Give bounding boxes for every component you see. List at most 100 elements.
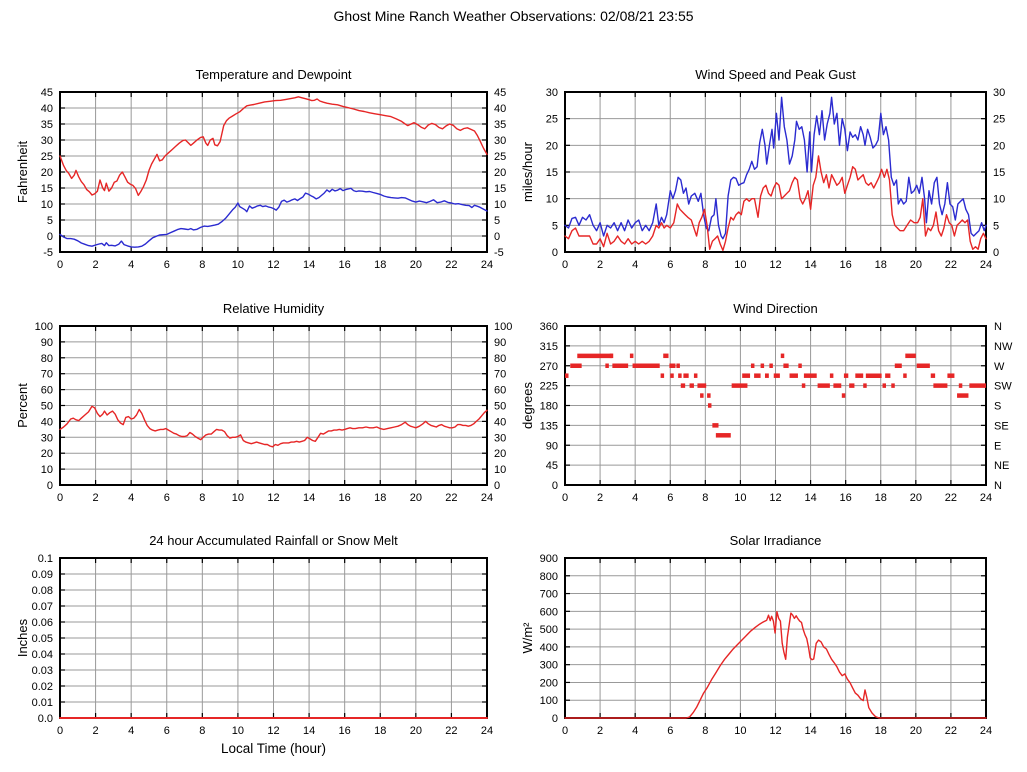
svg-text:NW: NW bbox=[994, 341, 1013, 353]
svg-text:20: 20 bbox=[410, 259, 422, 271]
svg-text:12: 12 bbox=[769, 492, 781, 504]
svg-text:700: 700 bbox=[540, 589, 558, 601]
svg-text:30: 30 bbox=[494, 432, 506, 444]
svg-text:6: 6 bbox=[667, 259, 673, 271]
wind-speed-line bbox=[564, 155, 987, 252]
svg-text:24: 24 bbox=[980, 492, 992, 504]
y-axis-label: Inches bbox=[15, 618, 30, 657]
svg-text:20: 20 bbox=[410, 725, 422, 737]
svg-text:30: 30 bbox=[494, 135, 506, 147]
svg-text:0.05: 0.05 bbox=[32, 633, 53, 645]
svg-text:22: 22 bbox=[445, 725, 457, 737]
chart-title: Solar Irradiance bbox=[730, 533, 822, 548]
svg-text:0: 0 bbox=[57, 725, 63, 737]
chart-title: Temperature and Dewpoint bbox=[195, 67, 351, 82]
svg-text:-5: -5 bbox=[43, 247, 53, 259]
temperature-line bbox=[59, 96, 488, 197]
svg-text:2: 2 bbox=[93, 492, 99, 504]
y-axis-label: Fahrenheit bbox=[15, 141, 30, 204]
svg-text:0: 0 bbox=[552, 247, 558, 259]
svg-text:500: 500 bbox=[540, 624, 558, 636]
svg-text:50: 50 bbox=[494, 401, 506, 413]
svg-text:10: 10 bbox=[993, 194, 1005, 206]
svg-text:60: 60 bbox=[41, 385, 53, 397]
svg-text:8: 8 bbox=[702, 492, 708, 504]
svg-text:14: 14 bbox=[303, 725, 315, 737]
svg-text:10: 10 bbox=[494, 464, 506, 476]
svg-text:NE: NE bbox=[994, 460, 1009, 472]
svg-text:270: 270 bbox=[540, 361, 558, 373]
svg-text:30: 30 bbox=[41, 432, 53, 444]
svg-text:14: 14 bbox=[804, 725, 816, 737]
svg-text:12: 12 bbox=[769, 259, 781, 271]
svg-text:22: 22 bbox=[945, 725, 957, 737]
svg-text:14: 14 bbox=[804, 259, 816, 271]
svg-text:24: 24 bbox=[481, 725, 493, 737]
svg-text:14: 14 bbox=[303, 259, 315, 271]
svg-text:60: 60 bbox=[494, 385, 506, 397]
svg-text:100: 100 bbox=[494, 321, 512, 333]
y-axis-label: W/m² bbox=[520, 622, 535, 654]
chart-title: Wind Direction bbox=[733, 301, 818, 316]
svg-text:800: 800 bbox=[540, 571, 558, 583]
svg-text:22: 22 bbox=[945, 259, 957, 271]
svg-text:20: 20 bbox=[993, 140, 1005, 152]
svg-text:0: 0 bbox=[494, 480, 500, 492]
svg-text:6: 6 bbox=[164, 259, 170, 271]
svg-text:600: 600 bbox=[540, 606, 558, 618]
svg-text:0: 0 bbox=[552, 713, 558, 725]
svg-text:2: 2 bbox=[597, 259, 603, 271]
svg-text:70: 70 bbox=[494, 369, 506, 381]
svg-text:0: 0 bbox=[562, 725, 568, 737]
chart-title: 24 hour Accumulated Rainfall or Snow Mel… bbox=[149, 533, 398, 548]
svg-text:45: 45 bbox=[41, 87, 53, 99]
svg-text:20: 20 bbox=[910, 725, 922, 737]
svg-text:18: 18 bbox=[875, 725, 887, 737]
svg-text:90: 90 bbox=[494, 337, 506, 349]
svg-text:25: 25 bbox=[494, 151, 506, 163]
svg-text:24: 24 bbox=[481, 492, 493, 504]
svg-text:0.02: 0.02 bbox=[32, 681, 53, 693]
svg-text:100: 100 bbox=[35, 321, 53, 333]
svg-text:10: 10 bbox=[41, 464, 53, 476]
svg-text:0: 0 bbox=[47, 480, 53, 492]
svg-text:35: 35 bbox=[41, 119, 53, 131]
svg-text:16: 16 bbox=[840, 259, 852, 271]
svg-text:6: 6 bbox=[164, 725, 170, 737]
svg-text:400: 400 bbox=[540, 642, 558, 654]
svg-text:0: 0 bbox=[57, 259, 63, 271]
svg-text:315: 315 bbox=[540, 341, 558, 353]
svg-text:20: 20 bbox=[546, 140, 558, 152]
svg-text:4: 4 bbox=[632, 492, 638, 504]
svg-text:12: 12 bbox=[769, 725, 781, 737]
svg-text:0: 0 bbox=[47, 231, 53, 243]
svg-text:0.09: 0.09 bbox=[32, 569, 53, 581]
svg-text:10: 10 bbox=[546, 194, 558, 206]
svg-text:2: 2 bbox=[93, 259, 99, 271]
svg-text:8: 8 bbox=[199, 725, 205, 737]
chart-accumulated-rainfall: 0 2 4 6 8 10 12 14 16 18 20 22 240.00.010.020.030.04… bbox=[15, 533, 493, 756]
svg-text:0.01: 0.01 bbox=[32, 697, 53, 709]
svg-text:360: 360 bbox=[540, 321, 558, 333]
svg-text:20: 20 bbox=[41, 167, 53, 179]
svg-text:90: 90 bbox=[546, 440, 558, 452]
svg-text:22: 22 bbox=[445, 259, 457, 271]
svg-text:4: 4 bbox=[128, 725, 134, 737]
svg-text:80: 80 bbox=[41, 353, 53, 365]
chart-title: Wind Speed and Peak Gust bbox=[695, 67, 856, 82]
svg-text:2: 2 bbox=[93, 725, 99, 737]
svg-text:25: 25 bbox=[993, 114, 1005, 126]
svg-text:4: 4 bbox=[128, 492, 134, 504]
svg-text:14: 14 bbox=[303, 492, 315, 504]
svg-text:20: 20 bbox=[494, 448, 506, 460]
svg-text:40: 40 bbox=[494, 103, 506, 115]
svg-text:200: 200 bbox=[540, 677, 558, 689]
svg-text:300: 300 bbox=[540, 660, 558, 672]
svg-text:10: 10 bbox=[232, 492, 244, 504]
svg-text:W: W bbox=[994, 361, 1005, 373]
svg-text:S: S bbox=[994, 401, 1001, 413]
svg-text:20: 20 bbox=[41, 448, 53, 460]
